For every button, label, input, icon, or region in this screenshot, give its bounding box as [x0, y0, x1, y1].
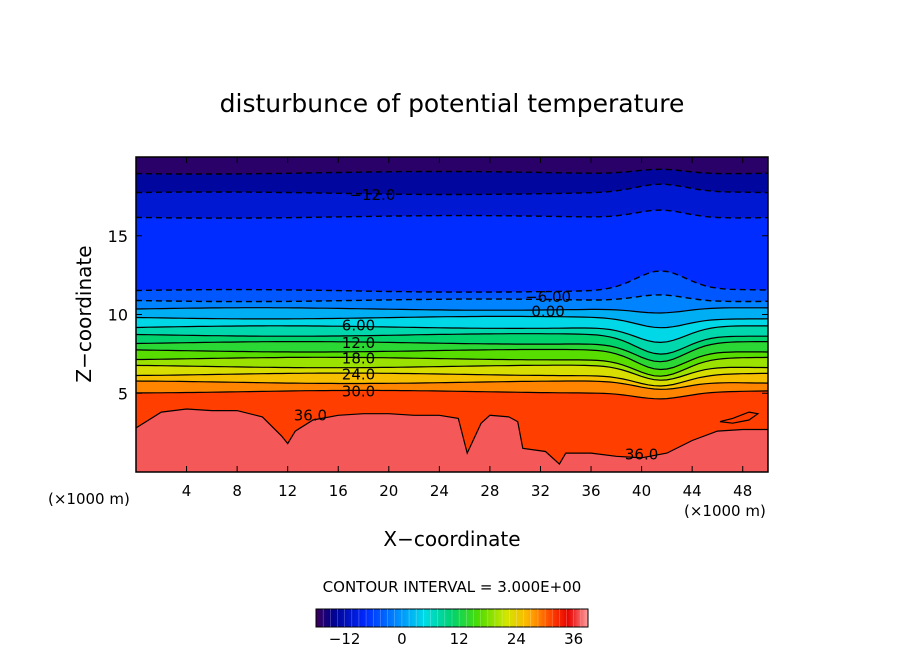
contour-label: 12.0 — [342, 334, 375, 352]
x-unit-right: (×1000 m) — [684, 502, 766, 520]
contour-label: 18.0 — [342, 350, 375, 368]
contour-line-12 — [136, 341, 768, 363]
x-tick-label: 48 — [733, 482, 752, 500]
contour-line-0 — [136, 307, 768, 314]
contour-line--6 — [136, 270, 768, 293]
y-tick-label: 15 — [108, 227, 128, 246]
x-unit-left: (×1000 m) — [48, 490, 130, 508]
x-tick-label: 8 — [232, 482, 242, 500]
contour-line--12 — [136, 183, 768, 196]
colorbar-cells — [322, 609, 582, 627]
contour-label: −12.0 — [349, 186, 395, 204]
chart-title: disturbunce of potential temperature — [220, 89, 685, 118]
x-tick-label: 32 — [531, 482, 550, 500]
contour-line-21 — [136, 364, 768, 381]
contour-fill-bands — [136, 157, 768, 472]
contour-label: 6.00 — [342, 317, 375, 335]
colorbar-tick-label: 36 — [564, 630, 583, 648]
contour-line-6 — [136, 325, 768, 344]
contour-line--9 — [136, 209, 768, 219]
contour-line-36-island — [719, 411, 760, 424]
y-axis-label: Z−coordinate — [72, 245, 96, 382]
x-tick-label: 36 — [581, 482, 600, 500]
x-tick-label: 44 — [683, 482, 702, 500]
x-tick-label: 4 — [182, 482, 192, 500]
contour-interval-text: CONTOUR INTERVAL = 3.000E+00 — [323, 578, 582, 596]
contour-label: 36.0 — [625, 446, 658, 464]
contour-line-3 — [136, 315, 768, 329]
contour-label: 36.0 — [294, 406, 327, 424]
contour-label: −6.00 — [525, 288, 571, 306]
contour-line-24 — [136, 372, 768, 387]
contour-line-36 — [136, 408, 768, 466]
y-tick-label: 5 — [118, 384, 128, 403]
colorbar-bar — [315, 608, 589, 628]
contour-line--15 — [136, 168, 768, 175]
colorbar-tick-label: 24 — [507, 630, 526, 648]
x-axis-ticks: 4 8 12 16 20 24 28 32 36 40 44 48 — [182, 157, 752, 500]
contour-line-30 — [136, 389, 768, 400]
contour-lines — [136, 168, 768, 466]
band-level-36 — [136, 409, 768, 472]
x-tick-label: 20 — [379, 482, 398, 500]
x-tick-label: 28 — [480, 482, 499, 500]
contour-label: 24.0 — [342, 365, 375, 383]
colorbar: −12 0 12 24 36 — [315, 608, 589, 648]
contour-line--3 — [136, 294, 768, 303]
x-tick-label: 40 — [632, 482, 651, 500]
y-tick-label: 10 — [108, 306, 128, 325]
colorbar-tick-labels: −12 0 12 24 36 — [329, 630, 583, 648]
colorbar-tick-label: −12 — [329, 630, 361, 648]
colorbar-tick-label: 0 — [397, 630, 407, 648]
x-tick-label: 16 — [329, 482, 348, 500]
contour-line-15 — [136, 348, 768, 371]
contour-label: 30.0 — [342, 383, 375, 401]
x-axis-label: X−coordinate — [383, 527, 520, 551]
x-tick-label: 12 — [278, 482, 297, 500]
contour-line-27 — [136, 380, 768, 390]
contour-line-9 — [136, 333, 768, 355]
colorbar-tick-label: 12 — [450, 630, 469, 648]
contour-line-18 — [136, 356, 768, 377]
y-axis-ticks: 5 10 15 — [108, 227, 768, 403]
x-tick-label: 24 — [430, 482, 449, 500]
contour-label: 0.00 — [531, 302, 564, 320]
